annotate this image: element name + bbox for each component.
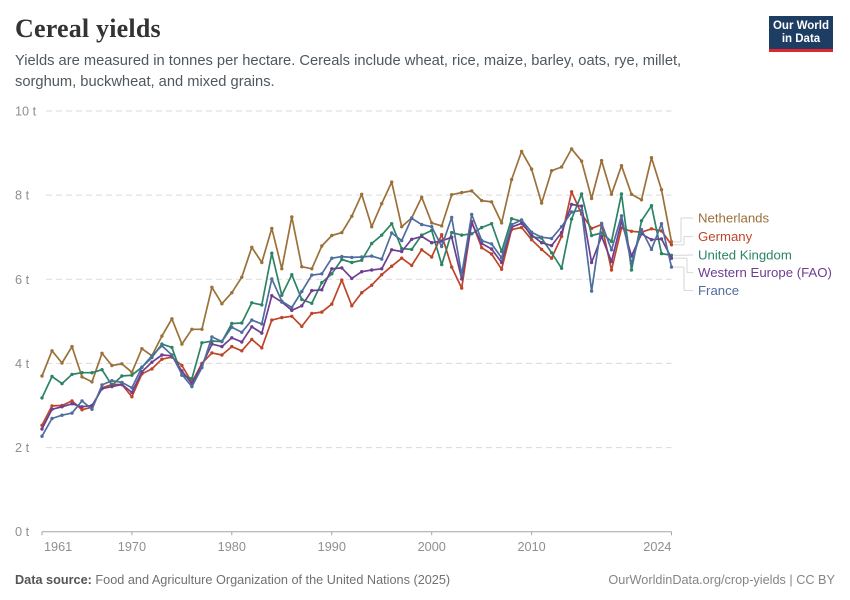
svg-text:2010: 2010 [517,540,545,554]
svg-text:6 t: 6 t [15,273,30,287]
svg-text:1961: 1961 [44,540,72,554]
svg-text:Western Europe (FAO): Western Europe (FAO) [698,265,832,280]
svg-text:1980: 1980 [218,540,246,554]
svg-text:United Kingdom: United Kingdom [698,248,792,263]
svg-text:8 t: 8 t [15,189,30,203]
svg-text:Netherlands: Netherlands [698,211,770,226]
svg-text:1970: 1970 [118,540,146,554]
svg-text:1990: 1990 [318,540,346,554]
svg-text:France: France [698,283,739,298]
svg-text:0 t: 0 t [15,525,30,539]
svg-text:4 t: 4 t [15,357,30,371]
svg-text:Germany: Germany [698,229,753,244]
svg-text:2024: 2024 [643,540,671,554]
svg-text:10 t: 10 t [15,105,37,119]
svg-text:2000: 2000 [418,540,446,554]
svg-text:2 t: 2 t [15,441,30,455]
